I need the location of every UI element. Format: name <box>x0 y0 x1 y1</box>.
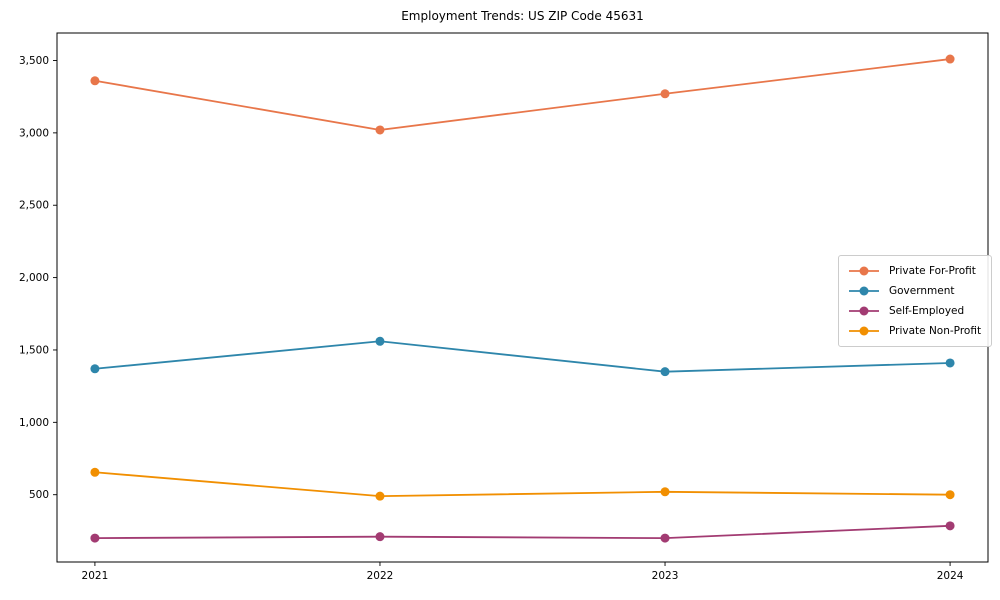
data-point-self-employed-2021 <box>90 533 100 543</box>
legend-line-marker-icon <box>849 326 879 336</box>
series-line-private-non-profit <box>94 471 951 498</box>
x-axis-tick-label: 2023 <box>652 570 679 582</box>
y-axis-tick-label: 1,500 <box>19 344 49 356</box>
data-point-private-non-profit-2023 <box>660 487 670 497</box>
legend: Private For-Profit Government Self-Employe… <box>838 255 993 347</box>
data-point-private-non-profit-2022 <box>375 491 385 501</box>
series-line-private-for-profit <box>94 58 951 131</box>
data-point-self-employed-2023 <box>660 533 670 543</box>
y-axis-tick-label: 1,000 <box>19 417 49 429</box>
data-point-self-employed-2024 <box>945 521 955 531</box>
data-point-private-non-profit-2021 <box>90 467 100 477</box>
data-point-private-for-profit-2024 <box>945 54 955 64</box>
legend-line-marker-icon <box>849 286 879 296</box>
x-axis-tick-label: 2024 <box>937 570 964 582</box>
legend-label-private-non-profit: Private Non-Profit <box>889 325 982 337</box>
series-line-government <box>94 340 951 373</box>
legend-label-self-employed: Self-Employed <box>889 305 965 317</box>
legend-item-self-employed: Self-Employed <box>847 301 981 321</box>
y-axis-tick-label: 3,500 <box>19 55 49 67</box>
chart-title: Employment Trends: US ZIP Code 45631 <box>401 9 644 23</box>
data-point-private-for-profit-2022 <box>375 125 385 135</box>
legend-label-government: Government <box>889 285 955 297</box>
data-point-government-2021 <box>90 364 100 374</box>
legend-item-government: Government <box>847 281 981 301</box>
legend-label-private-for-profit: Private For-Profit <box>889 265 976 277</box>
y-axis-tick-label: 3,000 <box>19 127 49 139</box>
legend-item-private-for-profit: Private For-Profit <box>847 261 981 281</box>
data-point-government-2023 <box>660 367 670 377</box>
data-point-private-non-profit-2024 <box>945 490 955 500</box>
series-line-self-employed <box>94 524 951 540</box>
data-point-private-for-profit-2023 <box>660 89 670 99</box>
y-axis-tick-label: 2,500 <box>19 200 49 212</box>
legend-line-marker-icon <box>849 266 879 276</box>
y-axis-tick-label: 500 <box>29 489 49 501</box>
x-axis-tick-label: 2022 <box>367 570 394 582</box>
data-point-government-2022 <box>375 336 385 346</box>
legend-line-marker-icon <box>849 306 879 316</box>
data-point-government-2024 <box>945 358 955 368</box>
legend-item-private-non-profit: Private Non-Profit <box>847 321 981 341</box>
data-point-private-for-profit-2021 <box>90 76 100 86</box>
x-axis-tick-label: 2021 <box>82 570 109 582</box>
data-point-self-employed-2022 <box>375 532 385 542</box>
y-axis-tick-label: 2,000 <box>19 272 49 284</box>
